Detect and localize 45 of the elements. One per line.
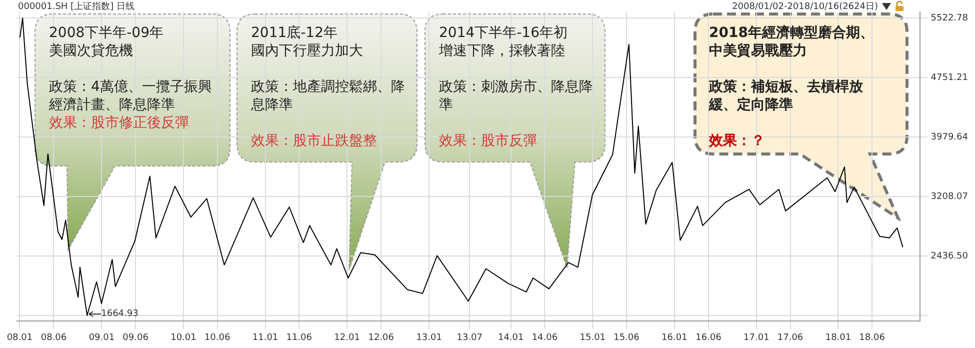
y-tick-label: 3208.07 (930, 192, 968, 202)
annotation: 效果：？ (709, 132, 766, 150)
x-tick-label: 12.06 (368, 332, 394, 343)
x-tick-label: 13.07 (456, 332, 483, 343)
annotation: 美國次貸危機 (49, 42, 134, 60)
x-tick-label: 16.06 (696, 332, 722, 343)
x-tick-label: 16.01 (662, 332, 688, 343)
y-tick-label: 5522.78 (930, 13, 968, 24)
x-tick-label: 12.01 (334, 332, 360, 343)
x-tick-label: 08.06 (40, 332, 67, 343)
x-tick-label: 15.01 (580, 332, 606, 343)
x-tick-label: 13.01 (416, 332, 442, 343)
annotation: 效果：股市修正後反彈 (49, 114, 190, 132)
annotation: 1664.93 (101, 309, 138, 320)
annotation: 政策：4萬億、一攬子振興經濟計畫、降息降準 (49, 78, 213, 114)
x-tick-label: 11.06 (286, 332, 312, 343)
annotation: 效果：股市反彈 (439, 132, 538, 150)
annotation: 2014下半年-16年初 (439, 24, 568, 42)
y-tick-label: 4751.21 (930, 72, 968, 83)
x-tick-label: 14.06 (532, 332, 558, 343)
annotation: 政策：刺激房市、降息降準 (439, 78, 594, 114)
x-tick-label: 17.01 (744, 332, 770, 343)
x-tick-label: 18.01 (825, 332, 852, 343)
x-tick-label: 09.01 (88, 332, 115, 343)
y-tick-label: 3979.64 (930, 132, 968, 142)
x-tick-label: 15.06 (614, 332, 640, 343)
x-tick-label: 17.06 (777, 332, 804, 343)
annotation: 2011底-12年 (251, 24, 338, 42)
annotation: 增速下降，採軟著陸 (439, 42, 566, 60)
x-tick-label: 14.01 (498, 332, 524, 343)
annotation: 國內下行壓力加大 (251, 42, 364, 60)
x-tick-label: 10.01 (170, 332, 196, 343)
annotation: 政策：補短板、去槓桿放緩、定向降準 (709, 78, 864, 114)
x-tick-label: 18.06 (859, 332, 886, 343)
annotation: 2008下半年-09年 (49, 24, 164, 42)
x-tick-label: 08.01 (6, 332, 33, 343)
x-tick-label: 11.01 (252, 332, 278, 343)
x-tick-label: 10.06 (204, 332, 230, 343)
x-tick-label: 09.06 (122, 332, 149, 343)
y-tick-label: 2436.50 (930, 251, 968, 262)
chart-subtitle: 2008/01/02-2018/10/16(2624日) (732, 2, 878, 12)
annotation: 效果：股市止跌盤整 (251, 132, 378, 150)
annotation: 2018年經濟轉型磨合期、中美貿易戰壓力 (709, 24, 875, 60)
annotation: 政策：地產調控鬆綁、降息降準 (251, 78, 406, 114)
chart-title: 000001.SH [上证指数] 日线 (18, 1, 134, 12)
